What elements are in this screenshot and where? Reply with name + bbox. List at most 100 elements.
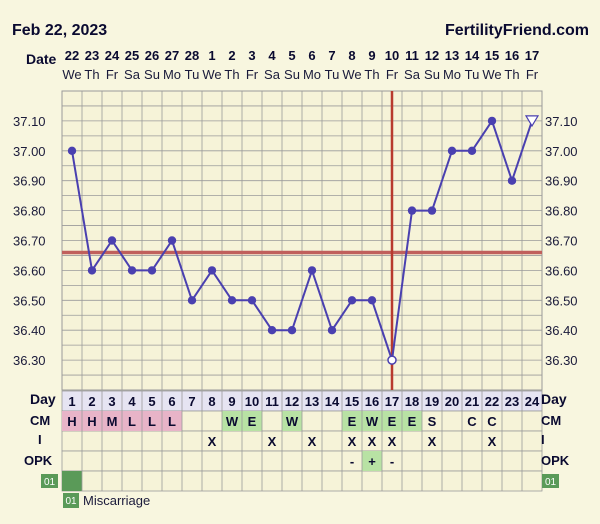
day-number: 9 xyxy=(228,394,235,409)
date-label: 22 xyxy=(65,48,79,63)
intercourse-mark: X xyxy=(348,434,357,449)
weekday-label: We xyxy=(342,67,361,82)
date-label: 28 xyxy=(185,48,199,63)
temperature-point xyxy=(447,146,457,155)
temperature-point xyxy=(87,266,97,275)
temperature-point xyxy=(287,326,297,335)
date-label: 5 xyxy=(288,48,295,63)
opk-mark: - xyxy=(350,454,354,469)
y-tick-label-right: 36.30 xyxy=(545,353,578,368)
day-number: 14 xyxy=(325,394,340,409)
svg-text:01: 01 xyxy=(545,477,557,488)
cm-value: E xyxy=(408,414,417,429)
cm-value: C xyxy=(467,414,477,429)
miscarriage-cell xyxy=(62,471,82,491)
cm-value: W xyxy=(226,414,239,429)
miscarriage-badge-right: 01 xyxy=(542,474,559,488)
temperature-point xyxy=(107,236,117,245)
temperature-point xyxy=(487,116,497,126)
date-label: 8 xyxy=(348,48,355,63)
intercourse-mark: X xyxy=(488,434,497,449)
y-tick-label-right: 36.70 xyxy=(545,234,578,249)
cm-value: M xyxy=(107,414,118,429)
cm-value: E xyxy=(348,414,357,429)
weekday-label: Tu xyxy=(465,67,480,82)
day-number: 10 xyxy=(245,394,259,409)
chart-date: Feb 22, 2023 xyxy=(12,22,107,39)
date-label: 11 xyxy=(405,48,419,63)
day-number: 18 xyxy=(405,394,419,409)
day-number: 20 xyxy=(445,394,459,409)
date-row-label: Date xyxy=(26,51,57,67)
legend-badge-text: 01 xyxy=(65,496,77,507)
cm-value: L xyxy=(168,414,176,429)
y-tick-label-right: 36.60 xyxy=(545,263,578,278)
cm-cell-fill xyxy=(62,411,82,431)
weekday-label: Su xyxy=(144,67,160,82)
intercourse-mark: X xyxy=(308,434,317,449)
temperature-point xyxy=(267,326,277,335)
intercourse-mark: X xyxy=(368,434,377,449)
intercourse-mark: X xyxy=(428,434,437,449)
date-label: 6 xyxy=(308,48,315,63)
day-number: 11 xyxy=(265,394,279,409)
date-label: 13 xyxy=(445,48,459,63)
cm-value: C xyxy=(487,414,497,429)
cm-cell-fill xyxy=(382,411,402,431)
weekday-label: We xyxy=(62,67,81,82)
day-number: 16 xyxy=(365,394,379,409)
weekday-label: Mo xyxy=(303,67,321,82)
temperature-point xyxy=(187,296,197,305)
weekday-label: Sa xyxy=(264,67,281,82)
day-number: 5 xyxy=(148,394,155,409)
y-tick-label-left: 36.70 xyxy=(13,234,46,249)
temperature-point-ovulation xyxy=(387,355,397,365)
temperature-point xyxy=(507,176,517,185)
y-tick-label-right: 36.40 xyxy=(545,323,578,338)
date-label: 4 xyxy=(268,48,276,63)
cm-value: L xyxy=(148,414,156,429)
weekday-label: Su xyxy=(284,67,300,82)
temperature-point xyxy=(67,146,77,155)
opk-row-label-right: OPK xyxy=(541,453,570,468)
weekday-label: We xyxy=(482,67,501,82)
date-label: 25 xyxy=(125,48,139,63)
cm-value: H xyxy=(67,414,76,429)
date-label: 15 xyxy=(485,48,499,63)
date-label: 1 xyxy=(208,48,215,63)
temperature-point xyxy=(147,266,157,275)
temperature-point xyxy=(227,296,237,305)
cm-value: E xyxy=(388,414,397,429)
cm-cell-fill xyxy=(242,411,262,431)
day-number: 23 xyxy=(505,394,519,409)
legend-text: Miscarriage xyxy=(83,493,150,508)
weekday-label: Tu xyxy=(185,67,200,82)
opk-mark: - xyxy=(390,454,394,469)
opk-row-label-left: OPK xyxy=(24,453,53,468)
temperature-point xyxy=(367,296,377,305)
site-name[interactable]: FertilityFriend.com xyxy=(445,22,589,39)
y-tick-label-right: 36.80 xyxy=(545,204,578,219)
day-row-label-left: Day xyxy=(30,391,56,407)
legend-badge xyxy=(63,493,79,508)
day-number: 6 xyxy=(168,394,175,409)
cm-cell-fill xyxy=(102,411,122,431)
weekday-label: Su xyxy=(424,67,440,82)
date-label: 10 xyxy=(385,48,399,63)
cm-value: E xyxy=(248,414,257,429)
date-label: 14 xyxy=(465,48,480,63)
y-tick-label-left: 36.50 xyxy=(13,293,46,308)
weekday-label: Mo xyxy=(443,67,461,82)
weekday-label: Th xyxy=(504,67,519,82)
day-number: 21 xyxy=(465,394,479,409)
cm-row-label-left: CM xyxy=(30,413,50,428)
cycle-table: 1 2 3 4 5 6 7 8 9 10 11 12 13 14 15 16 17 18 19 20 21 22 23 24H… xyxy=(61,390,543,492)
temperature-point xyxy=(327,326,337,335)
day-row-label-right: Day xyxy=(541,391,567,407)
weekday-label: Fr xyxy=(526,67,539,82)
weekday-label: Tu xyxy=(325,67,340,82)
cm-cell-fill xyxy=(282,411,302,431)
weekday-label: Mo xyxy=(163,67,181,82)
date-label: 9 xyxy=(368,48,375,63)
